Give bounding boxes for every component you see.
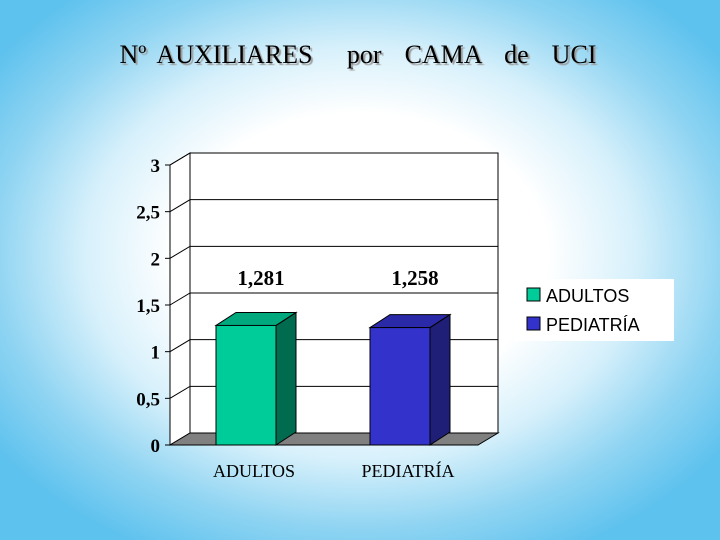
category-labels: ADULTOS PEDIATRÍA [213, 460, 455, 481]
bars [214, 311, 452, 446]
bar-adultos [214, 311, 298, 446]
legend-label: PEDIATRÍA [546, 315, 640, 335]
legend-swatch [526, 316, 541, 331]
gridline [169, 292, 498, 306]
bar-front [369, 327, 431, 446]
y-tick-label: 1 [151, 343, 161, 364]
y-tick-label: 0,5 [136, 389, 160, 410]
x-tick-label: PEDIATRÍA [362, 460, 455, 481]
legend-swatch [526, 287, 541, 302]
bar-side [275, 311, 297, 446]
bar-side [429, 313, 451, 446]
data-labels: 1,281 1,258 [237, 266, 438, 290]
y-tick-label: 0 [151, 436, 161, 457]
legend-box [514, 279, 674, 341]
chart-legend: ADULTOS PEDIATRÍA [514, 279, 674, 341]
bar-front [215, 324, 277, 446]
data-label: 1,258 [391, 266, 438, 290]
legend-label: ADULTOS [546, 286, 629, 306]
data-label: 1,281 [237, 266, 284, 290]
x-tick-label: ADULTOS [213, 461, 295, 481]
y-axis: 0 0,5 1 1,5 2 2,5 3 [136, 156, 171, 457]
y-tick-label: 1,5 [136, 296, 160, 317]
gridline [169, 245, 498, 259]
y-tick-label: 2,5 [136, 203, 160, 224]
bar-pediatría [368, 313, 452, 446]
gridline [169, 199, 498, 213]
slide-title: Nº AUXILIARES por CAMA de UCI [119, 40, 597, 69]
y-tick-label: 2 [151, 249, 161, 270]
gridline [169, 152, 498, 166]
y-tick-label: 3 [151, 156, 161, 177]
